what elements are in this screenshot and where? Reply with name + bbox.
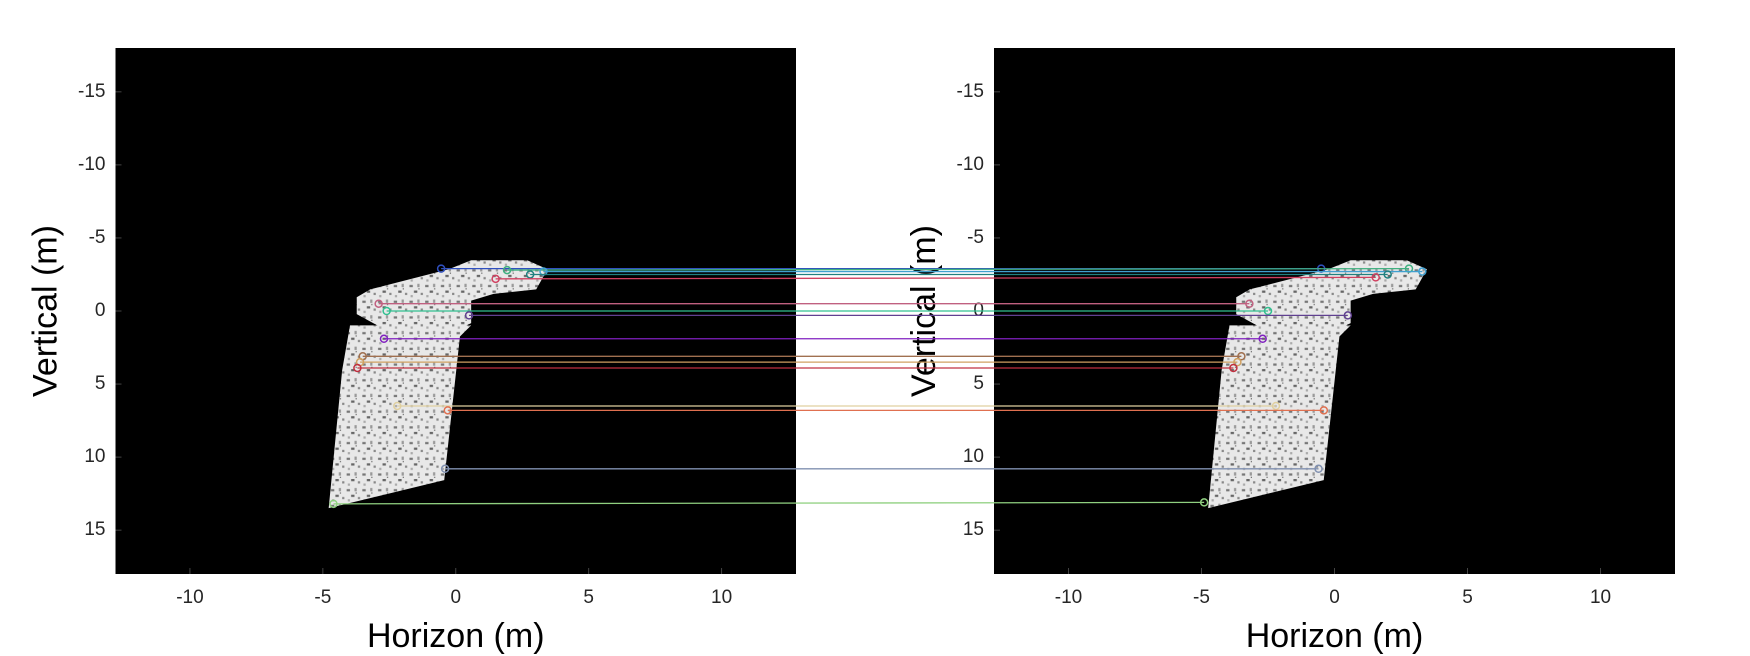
y-tick-label: 5 xyxy=(95,373,106,394)
y-tick-label: 0 xyxy=(95,300,106,321)
y-tick-label: -10 xyxy=(78,154,105,175)
match-line xyxy=(495,276,1376,280)
match-point-left xyxy=(329,499,338,509)
match-point-right xyxy=(1314,464,1323,474)
y-axis-label: Vertical (m) xyxy=(26,225,64,397)
match-point-left xyxy=(491,274,500,284)
panels: -10 -5 0 5 10 -15 -10 -5 0 5 10 15 Horizon (m) Vertic… xyxy=(26,48,1675,655)
match-point-right xyxy=(1263,306,1273,316)
y-tick-label: 15 xyxy=(963,519,984,540)
match-point-right xyxy=(1371,273,1380,282)
x-tick-label: -5 xyxy=(314,587,331,608)
match-point-left xyxy=(382,306,391,316)
match-point-right xyxy=(1383,270,1392,279)
point-cloud-lower xyxy=(328,325,472,509)
match-point-right xyxy=(1233,357,1242,367)
match-point-right xyxy=(1319,406,1329,415)
match-point-left xyxy=(464,311,474,320)
x-tick-label: -10 xyxy=(1055,587,1082,608)
point-cloud-lower xyxy=(1208,325,1351,509)
y-tick-label: 10 xyxy=(84,446,105,467)
y-tick-label: -5 xyxy=(967,227,984,248)
x-tick-label: -5 xyxy=(1193,587,1210,608)
match-point-right xyxy=(1245,299,1254,308)
match-point-left xyxy=(443,406,453,415)
x-tick-label: 10 xyxy=(711,587,732,608)
match-point-left xyxy=(379,334,389,344)
match-point-left xyxy=(393,401,402,411)
x-axis-label: Horizon (m) xyxy=(367,617,545,655)
match-point-right xyxy=(1229,363,1238,373)
match-point-right xyxy=(1237,352,1246,361)
match-point-left xyxy=(353,363,362,373)
y-tick-label: 15 xyxy=(84,519,105,540)
match-point-left xyxy=(502,265,512,275)
match-point-right xyxy=(1271,401,1281,411)
y-tick-label: 10 xyxy=(963,446,984,467)
match-point-right xyxy=(1343,311,1353,320)
match-point-right xyxy=(1418,267,1427,276)
x-tick-label: 0 xyxy=(1329,587,1340,608)
y-tick-label: -15 xyxy=(957,81,984,102)
match-point-left xyxy=(436,264,446,273)
match-point-left xyxy=(440,464,450,474)
y-tick-label: 5 xyxy=(973,373,984,394)
x-tick-label: 0 xyxy=(450,587,461,608)
axes: -10 -5 0 5 10 -15 -10 -5 0 5 10 15 Horizon (m) Vertic… xyxy=(26,48,796,655)
y-tick-label: -5 xyxy=(89,227,106,248)
match-point-left xyxy=(374,299,383,308)
match-line xyxy=(507,267,1409,271)
y-tick-label: -10 xyxy=(957,154,984,175)
match-point-right xyxy=(1199,498,1209,507)
x-tick-label: 5 xyxy=(1462,587,1473,608)
x-axis-label: Horizon (m) xyxy=(1246,617,1424,655)
match-point-right xyxy=(1258,334,1267,344)
match-point-left xyxy=(525,270,535,279)
y-tick-label: -15 xyxy=(78,81,105,102)
x-tick-label: 10 xyxy=(1590,587,1611,608)
x-tick-label: 5 xyxy=(583,587,594,608)
x-tick-label: -10 xyxy=(176,587,203,608)
matches xyxy=(329,264,1427,509)
match-line xyxy=(333,501,1205,505)
